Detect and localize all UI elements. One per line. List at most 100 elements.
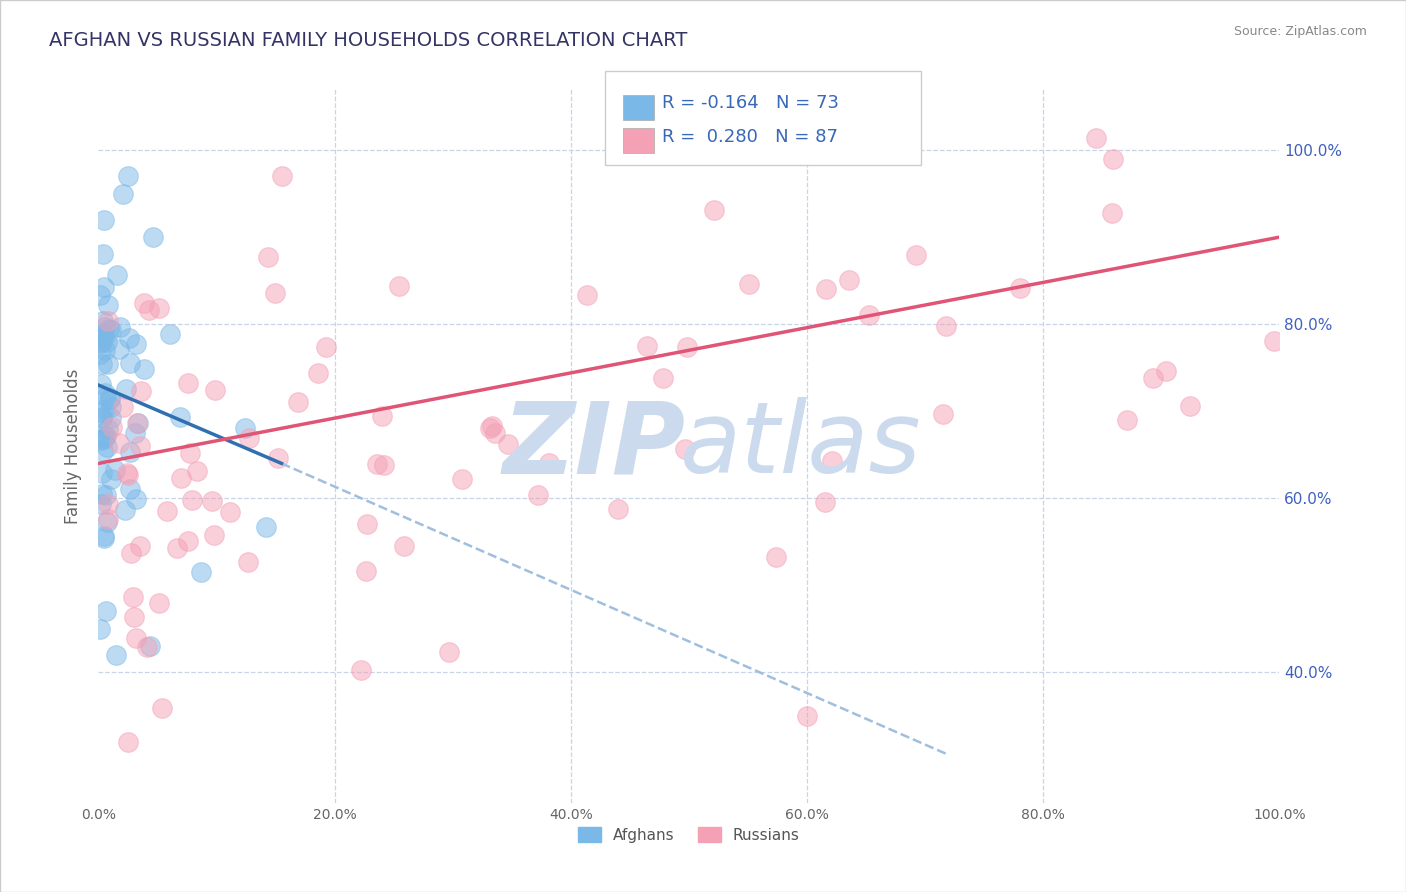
Point bbox=[97, 422, 120, 436]
Text: AFGHAN VS RUSSIAN FAMILY HOUSEHOLDS CORRELATION CHART: AFGHAN VS RUSSIAN FAMILY HOUSEHOLDS CORR… bbox=[49, 31, 688, 50]
Point bbox=[93, 531, 115, 545]
Point bbox=[100, 419, 122, 434]
Point bbox=[94, 391, 117, 405]
Point bbox=[186, 463, 208, 477]
Point bbox=[233, 421, 256, 435]
Point bbox=[125, 631, 148, 645]
Point bbox=[142, 230, 165, 244]
Point bbox=[219, 505, 242, 519]
Point bbox=[117, 467, 139, 482]
Point bbox=[1154, 364, 1177, 378]
Point bbox=[93, 280, 115, 294]
Point bbox=[307, 366, 329, 380]
Point bbox=[254, 520, 277, 534]
Point bbox=[1101, 205, 1123, 219]
Point bbox=[388, 278, 411, 293]
Point bbox=[118, 483, 141, 497]
Point bbox=[94, 488, 117, 502]
Point bbox=[89, 329, 111, 343]
Point bbox=[117, 169, 139, 184]
Point bbox=[478, 421, 501, 435]
Point bbox=[96, 440, 118, 454]
Point bbox=[527, 488, 550, 502]
Point bbox=[117, 735, 139, 749]
Point bbox=[125, 492, 148, 507]
Point bbox=[190, 565, 212, 579]
Point bbox=[373, 458, 395, 472]
Point bbox=[838, 273, 860, 287]
Point bbox=[703, 203, 725, 218]
Point bbox=[100, 323, 122, 337]
Point bbox=[177, 533, 200, 548]
Point bbox=[111, 186, 134, 201]
Point bbox=[765, 549, 787, 564]
Point bbox=[1142, 370, 1164, 384]
Point bbox=[1085, 131, 1108, 145]
Point bbox=[636, 339, 658, 353]
Point bbox=[107, 268, 129, 282]
Point bbox=[120, 355, 142, 369]
Point bbox=[89, 287, 111, 301]
Point bbox=[170, 471, 193, 485]
Point bbox=[204, 383, 226, 397]
Point bbox=[91, 329, 114, 343]
Point bbox=[371, 409, 394, 423]
Point bbox=[159, 326, 181, 341]
Point bbox=[90, 497, 112, 511]
Text: Source: ZipAtlas.com: Source: ZipAtlas.com bbox=[1233, 25, 1367, 38]
Point bbox=[820, 453, 842, 467]
Point bbox=[366, 458, 388, 472]
Point bbox=[201, 493, 224, 508]
Point bbox=[136, 640, 159, 654]
Point bbox=[129, 539, 152, 553]
Point bbox=[931, 408, 953, 422]
Point bbox=[97, 314, 120, 328]
Point bbox=[97, 297, 120, 311]
Point bbox=[156, 504, 179, 518]
Point bbox=[120, 545, 142, 559]
Text: ZIP: ZIP bbox=[503, 398, 686, 494]
Point bbox=[238, 431, 260, 445]
Point bbox=[96, 335, 118, 350]
Point bbox=[451, 472, 474, 486]
Point bbox=[177, 376, 200, 390]
Point bbox=[89, 347, 111, 361]
Point bbox=[89, 405, 111, 419]
Point bbox=[124, 425, 146, 440]
Point bbox=[796, 708, 818, 723]
Point bbox=[125, 416, 148, 430]
Text: R =  0.280   N = 87: R = 0.280 N = 87 bbox=[662, 128, 838, 146]
Point bbox=[267, 450, 290, 465]
Point bbox=[166, 541, 188, 555]
Point bbox=[238, 555, 260, 569]
Point bbox=[91, 357, 114, 371]
Point bbox=[114, 502, 136, 516]
Point bbox=[108, 435, 131, 450]
Point bbox=[91, 411, 114, 425]
Point bbox=[90, 326, 112, 341]
Point bbox=[148, 596, 170, 610]
Point bbox=[93, 529, 115, 543]
Point bbox=[98, 392, 121, 406]
Point bbox=[139, 639, 162, 653]
Point bbox=[439, 645, 461, 659]
Point bbox=[392, 539, 415, 553]
Point bbox=[1116, 413, 1139, 427]
Point bbox=[738, 277, 761, 292]
Point bbox=[138, 303, 160, 318]
Point bbox=[125, 337, 148, 351]
Point bbox=[264, 285, 287, 300]
Point bbox=[90, 434, 112, 448]
Point bbox=[89, 622, 111, 636]
Point bbox=[180, 492, 202, 507]
Point bbox=[105, 648, 128, 662]
Point bbox=[111, 401, 134, 415]
Point bbox=[94, 320, 117, 334]
Point bbox=[93, 212, 115, 227]
Point bbox=[935, 318, 957, 333]
Point bbox=[118, 331, 141, 345]
Point bbox=[100, 411, 122, 425]
Point bbox=[1102, 152, 1125, 166]
Point bbox=[122, 609, 145, 624]
Point bbox=[91, 335, 114, 350]
